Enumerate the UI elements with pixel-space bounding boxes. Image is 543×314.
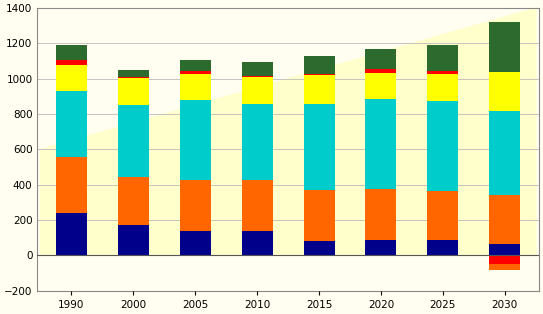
Bar <box>365 240 396 256</box>
Bar <box>489 264 520 270</box>
Bar <box>56 45 87 60</box>
Bar <box>180 180 211 231</box>
Bar <box>180 231 211 256</box>
Bar <box>118 177 149 225</box>
Bar <box>427 45 458 71</box>
Bar <box>56 65 87 91</box>
Bar <box>427 101 458 191</box>
Bar <box>365 99 396 189</box>
Bar <box>242 105 273 181</box>
Bar <box>427 191 458 241</box>
Bar <box>180 60 211 71</box>
Bar <box>242 62 273 76</box>
Bar <box>489 72 520 111</box>
Bar <box>118 77 149 78</box>
Bar <box>489 111 520 195</box>
Bar <box>304 190 334 241</box>
Bar <box>304 73 334 75</box>
Bar <box>489 22 520 72</box>
Bar <box>180 73 211 100</box>
Bar <box>118 105 149 177</box>
Bar <box>427 74 458 101</box>
Bar <box>56 213 87 256</box>
Bar <box>180 100 211 180</box>
Bar <box>242 77 273 105</box>
Bar <box>489 256 520 264</box>
Bar <box>304 56 334 73</box>
Bar <box>304 104 334 190</box>
Bar <box>56 157 87 213</box>
Bar <box>365 69 396 73</box>
Bar <box>118 78 149 105</box>
Bar <box>56 91 87 157</box>
Bar <box>242 181 273 231</box>
Bar <box>365 73 396 99</box>
Bar <box>56 60 87 65</box>
Bar <box>118 70 149 77</box>
Bar <box>427 71 458 74</box>
Bar <box>118 225 149 256</box>
Bar <box>304 75 334 104</box>
Bar <box>242 231 273 256</box>
Bar <box>489 195 520 244</box>
Bar <box>365 49 396 69</box>
Bar <box>365 189 396 240</box>
Polygon shape <box>41 8 536 256</box>
Bar <box>180 71 211 73</box>
Bar <box>489 244 520 256</box>
Bar <box>242 76 273 77</box>
Bar <box>304 241 334 256</box>
Bar <box>427 241 458 256</box>
